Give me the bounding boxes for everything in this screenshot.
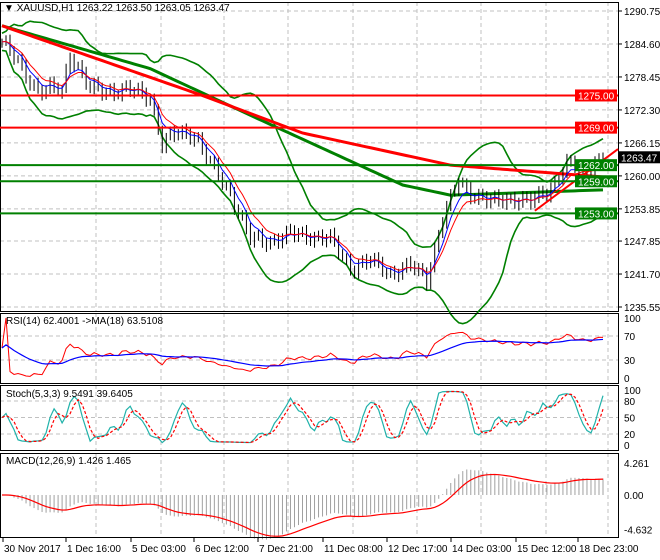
current-price-label: 1263.47 [621, 153, 658, 164]
macd-axis-label: -4.632 [624, 526, 653, 537]
stoch-axis-label: 0 [624, 441, 630, 452]
macd-title: MACD(12,26,9) 1.426 1.465 [6, 456, 132, 467]
time-axis-label: 30 Nov 2017 [4, 544, 61, 555]
dropdown-triangle-icon[interactable]: ▼ [4, 3, 14, 14]
ma-fast-red [1, 41, 604, 274]
rsi-title: RSI(14) 62.4001 ->MA(18) 63.5108 [6, 316, 164, 327]
price-axis-label: 1278.45 [624, 73, 660, 84]
current-price-tag [619, 151, 660, 164]
price-tag-label: 1275.00 [578, 91, 615, 102]
main-price-panel [0, 2, 619, 312]
price-tag [575, 159, 617, 172]
price-axis-label: 1260.00 [624, 172, 660, 183]
macd-signal-line [1, 473, 604, 537]
price-tag-label: 1253.00 [578, 209, 615, 220]
rsi-axis-label: 30 [624, 356, 636, 367]
price-axis-label: 1290.75 [624, 7, 660, 18]
ma-red-line [1, 24, 604, 179]
time-axis-label: 5 Dec 03:00 [132, 544, 186, 555]
price-axis-label: 1235.55 [624, 303, 660, 314]
macd-axis-label: 4.261 [624, 459, 649, 470]
rsi-ma-line [1, 338, 604, 367]
price-tag-label: 1262.00 [578, 161, 615, 172]
rsi-axis-label: 70 [624, 332, 636, 343]
stoch-axis-label: 20 [624, 430, 636, 441]
time-axis-label: 18 Dec 23:00 [579, 544, 639, 555]
ma-green-line [1, 24, 604, 197]
symbol-header: ▼ XAUUSD,H1 1263.22 1263.50 1263.05 1263… [4, 3, 230, 14]
rsi-axis-label: 100 [624, 314, 641, 325]
price-axis-label: 1247.85 [624, 237, 660, 248]
price-axis-label: 1284.60 [624, 40, 660, 51]
stoch-axis-label: 50 [624, 414, 636, 425]
price-tag-label: 1259.00 [578, 177, 615, 188]
rsi-panel [0, 313, 619, 384]
price-tag [575, 207, 617, 220]
time-axis-label: 11 Dec 08:00 [324, 544, 383, 555]
stoch-title: Stoch(5,3,3) 9.5491 39.6405 [6, 389, 133, 400]
price-axis-label: 1266.15 [624, 139, 660, 150]
ma-fast-blue [1, 40, 604, 276]
price-tag [575, 89, 617, 102]
macd-panel [0, 453, 619, 538]
price-tag-label: 1269.00 [578, 124, 615, 135]
ohlc-values: 1263.22 1263.50 1263.05 1263.47 [76, 3, 230, 14]
price-axis-label: 1272.30 [624, 106, 660, 117]
stoch-signal-line [1, 390, 604, 444]
symbol-label: XAUUSD,H1 [16, 3, 74, 14]
time-axis-label: 7 Dec 21:00 [259, 544, 313, 555]
price-axis-label: 1241.70 [624, 270, 660, 281]
rsi-axis-label: 0 [624, 374, 630, 385]
time-axis-label: 14 Dec 03:00 [452, 544, 512, 555]
stoch-axis-label: 100 [624, 386, 641, 397]
stoch-main-line [1, 390, 604, 444]
macd-axis-label: 0.00 [624, 491, 644, 502]
stoch-axis-label: 80 [624, 397, 636, 408]
stoch-panel [0, 385, 619, 451]
time-axis-label: 15 Dec 12:00 [517, 544, 577, 555]
price-axis-label: 1253.85 [624, 205, 660, 216]
time-axis-label: 6 Dec 12:00 [195, 544, 249, 555]
time-axis-label: 1 Dec 16:00 [67, 544, 121, 555]
time-axis-label: 12 Dec 17:00 [388, 544, 448, 555]
price-tag [575, 175, 617, 188]
bollinger-lower [1, 49, 604, 325]
price-tag [575, 121, 617, 134]
